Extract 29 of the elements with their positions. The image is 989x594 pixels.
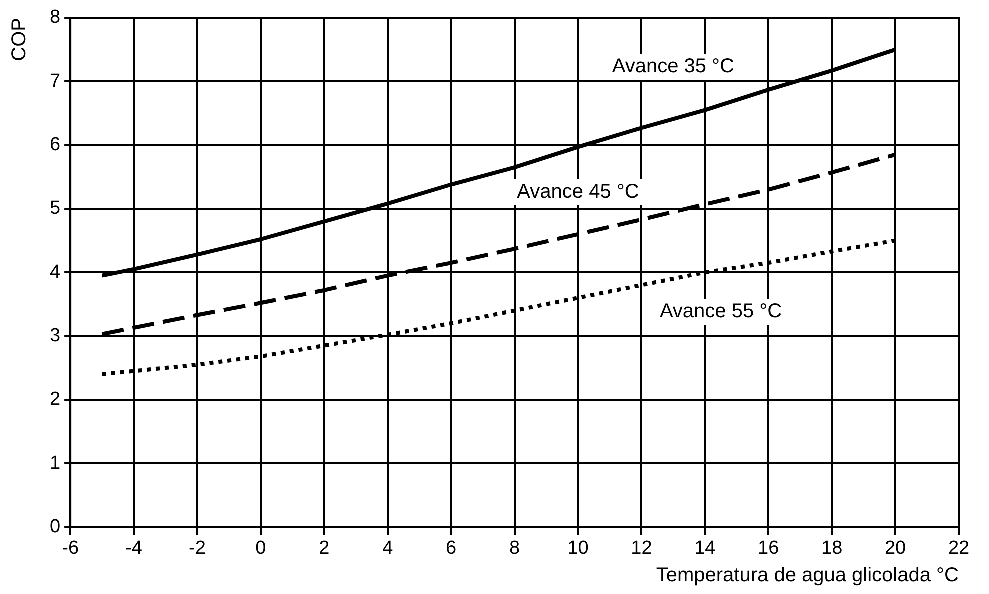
y-tick-label: 2 bbox=[50, 389, 61, 410]
x-tick-label: 6 bbox=[446, 538, 457, 559]
x-tick-label: -4 bbox=[126, 538, 143, 559]
x-tick-label: 16 bbox=[758, 538, 780, 559]
x-axis-title: Temperatura de agua glicolada °C bbox=[656, 564, 959, 587]
series-label: Avance 55 °C bbox=[660, 300, 782, 323]
y-tick-label: 8 bbox=[50, 7, 61, 28]
x-tick-label: 12 bbox=[631, 538, 652, 559]
y-axis-title: COP bbox=[8, 18, 31, 62]
series-label: Avance 45 °C bbox=[517, 180, 640, 203]
x-tick-label: -6 bbox=[62, 538, 80, 559]
y-tick-label: 5 bbox=[50, 198, 61, 220]
x-tick-label: 4 bbox=[382, 538, 394, 559]
y-tick-label: 1 bbox=[50, 452, 61, 474]
x-tick-label: 18 bbox=[822, 538, 843, 559]
y-tick-label: 7 bbox=[50, 70, 61, 92]
y-tick-label: 6 bbox=[50, 134, 61, 156]
x-tick-label: 10 bbox=[568, 538, 589, 559]
x-tick-label: 22 bbox=[948, 538, 970, 559]
x-tick-label: 14 bbox=[694, 538, 716, 559]
y-tick-label: 0 bbox=[50, 516, 61, 538]
x-tick-label: -2 bbox=[189, 538, 206, 559]
x-tick-label: 20 bbox=[884, 538, 906, 559]
x-tick-label: 2 bbox=[319, 538, 330, 559]
y-tick-label: 3 bbox=[50, 325, 61, 346]
series-label: Avance 35 °C bbox=[612, 56, 735, 78]
x-tick-label: 0 bbox=[256, 538, 266, 559]
y-tick-label: 4 bbox=[50, 262, 61, 283]
x-tick-label: 8 bbox=[509, 538, 520, 559]
